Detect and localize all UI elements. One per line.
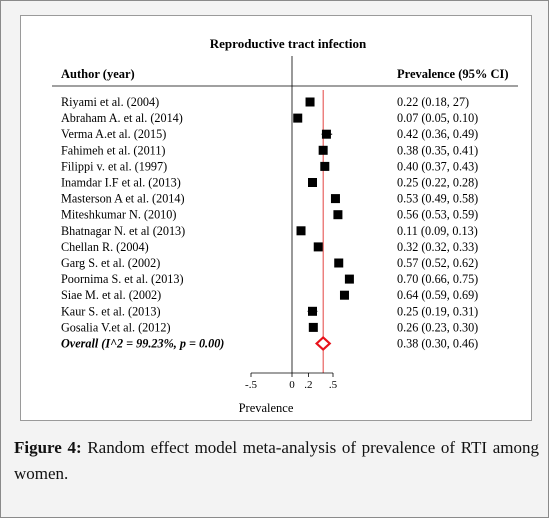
study-point-marker <box>308 322 318 332</box>
study-ci-label: 0.25 (0.22, 0.28) <box>397 176 478 190</box>
x-tick-label: 0 <box>289 379 295 391</box>
study-ci-label: 0.22 (0.18, 27) <box>397 95 469 109</box>
study-point-marker <box>293 113 303 123</box>
study-point-marker <box>333 210 343 220</box>
study-point-marker <box>296 226 306 236</box>
study-point-marker <box>313 242 323 252</box>
study-point-marker <box>334 258 344 268</box>
study-point-marker <box>320 161 330 171</box>
study-point-marker <box>308 178 317 187</box>
forest-plot-panel: Reproductive tract infection Author (yea… <box>20 15 532 421</box>
study-ci-label: 0.56 (0.53, 0.59) <box>397 208 478 222</box>
study-author-label: Garg S. et al. (2002) <box>61 256 160 270</box>
x-tick-label: .5 <box>329 379 338 391</box>
study-point-marker <box>318 145 328 155</box>
column-header-author: Author (year) <box>61 67 135 81</box>
study-author-label: Siae M. et al. (2002) <box>61 288 161 302</box>
study-author-label: Fahimeh et al. (2011) <box>61 143 165 157</box>
study-author-label: Filippi v. et al. (1997) <box>61 159 167 173</box>
overall-label: Overall (I^2 = 99.23%, p = 0.00) <box>61 337 224 351</box>
overall-diamond <box>314 336 332 351</box>
study-point-marker <box>344 274 354 284</box>
study-ci-label: 0.70 (0.66, 0.75) <box>397 272 478 286</box>
chart-title: Reproductive tract infection <box>210 36 367 51</box>
study-point-marker <box>330 194 340 204</box>
overall-ci-label: 0.38 (0.30, 0.46) <box>397 337 478 351</box>
forest-plot: Reproductive tract infection Author (yea… <box>52 36 518 415</box>
study-ci-label: 0.38 (0.35, 0.41) <box>397 143 478 157</box>
study-author-label: Gosalia V.et al. (2012) <box>61 320 171 334</box>
study-author-label: Chellan R. (2004) <box>61 240 149 254</box>
figure-caption: Figure 4: Random effect model meta-analy… <box>14 435 539 487</box>
x-tick-label: .2 <box>304 379 312 391</box>
study-point-marker <box>339 290 349 300</box>
study-author-label: Kaur S. et al. (2013) <box>61 304 161 318</box>
study-author-label: Riyami et al. (2004) <box>61 95 159 109</box>
caption-text: Random effect model meta-analysis of pre… <box>14 438 539 483</box>
study-ci-label: 0.64 (0.59, 0.69) <box>397 288 478 302</box>
study-author-label: Verma A.et al. (2015) <box>61 127 166 141</box>
study-point-marker <box>321 129 331 139</box>
study-point-marker <box>305 97 315 107</box>
caption-label: Figure 4: <box>14 438 82 457</box>
study-ci-label: 0.11 (0.09, 0.13) <box>397 224 478 238</box>
study-author-label: Miteshkumar N. (2010) <box>61 208 176 222</box>
study-author-label: Abraham A. et al. (2014) <box>61 111 183 125</box>
column-header-prevalence: Prevalence (95% CI) <box>397 67 509 81</box>
x-axis-label: Prevalence <box>239 401 294 415</box>
study-ci-label: 0.26 (0.23, 0.30) <box>397 320 478 334</box>
study-ci-label: 0.32 (0.32, 0.33) <box>397 240 478 254</box>
study-ci-label: 0.40 (0.37, 0.43) <box>397 159 478 173</box>
study-ci-label: 0.53 (0.49, 0.58) <box>397 192 478 206</box>
study-ci-label: 0.57 (0.52, 0.62) <box>397 256 478 270</box>
study-ci-label: 0.25 (0.19, 0.31) <box>397 304 478 318</box>
study-ci-label: 0.07 (0.05, 0.10) <box>397 111 478 125</box>
study-author-label: Bhatnagar N. et al (2013) <box>61 224 185 238</box>
study-author-label: Masterson A et al. (2014) <box>61 192 185 206</box>
study-ci-label: 0.42 (0.36, 0.49) <box>397 127 478 141</box>
x-tick-label: -.5 <box>245 379 257 391</box>
study-point-marker <box>308 306 317 316</box>
study-author-label: Poornima S. et al. (2013) <box>61 272 184 286</box>
study-author-label: Inamdar I.F et al. (2013) <box>61 176 181 190</box>
